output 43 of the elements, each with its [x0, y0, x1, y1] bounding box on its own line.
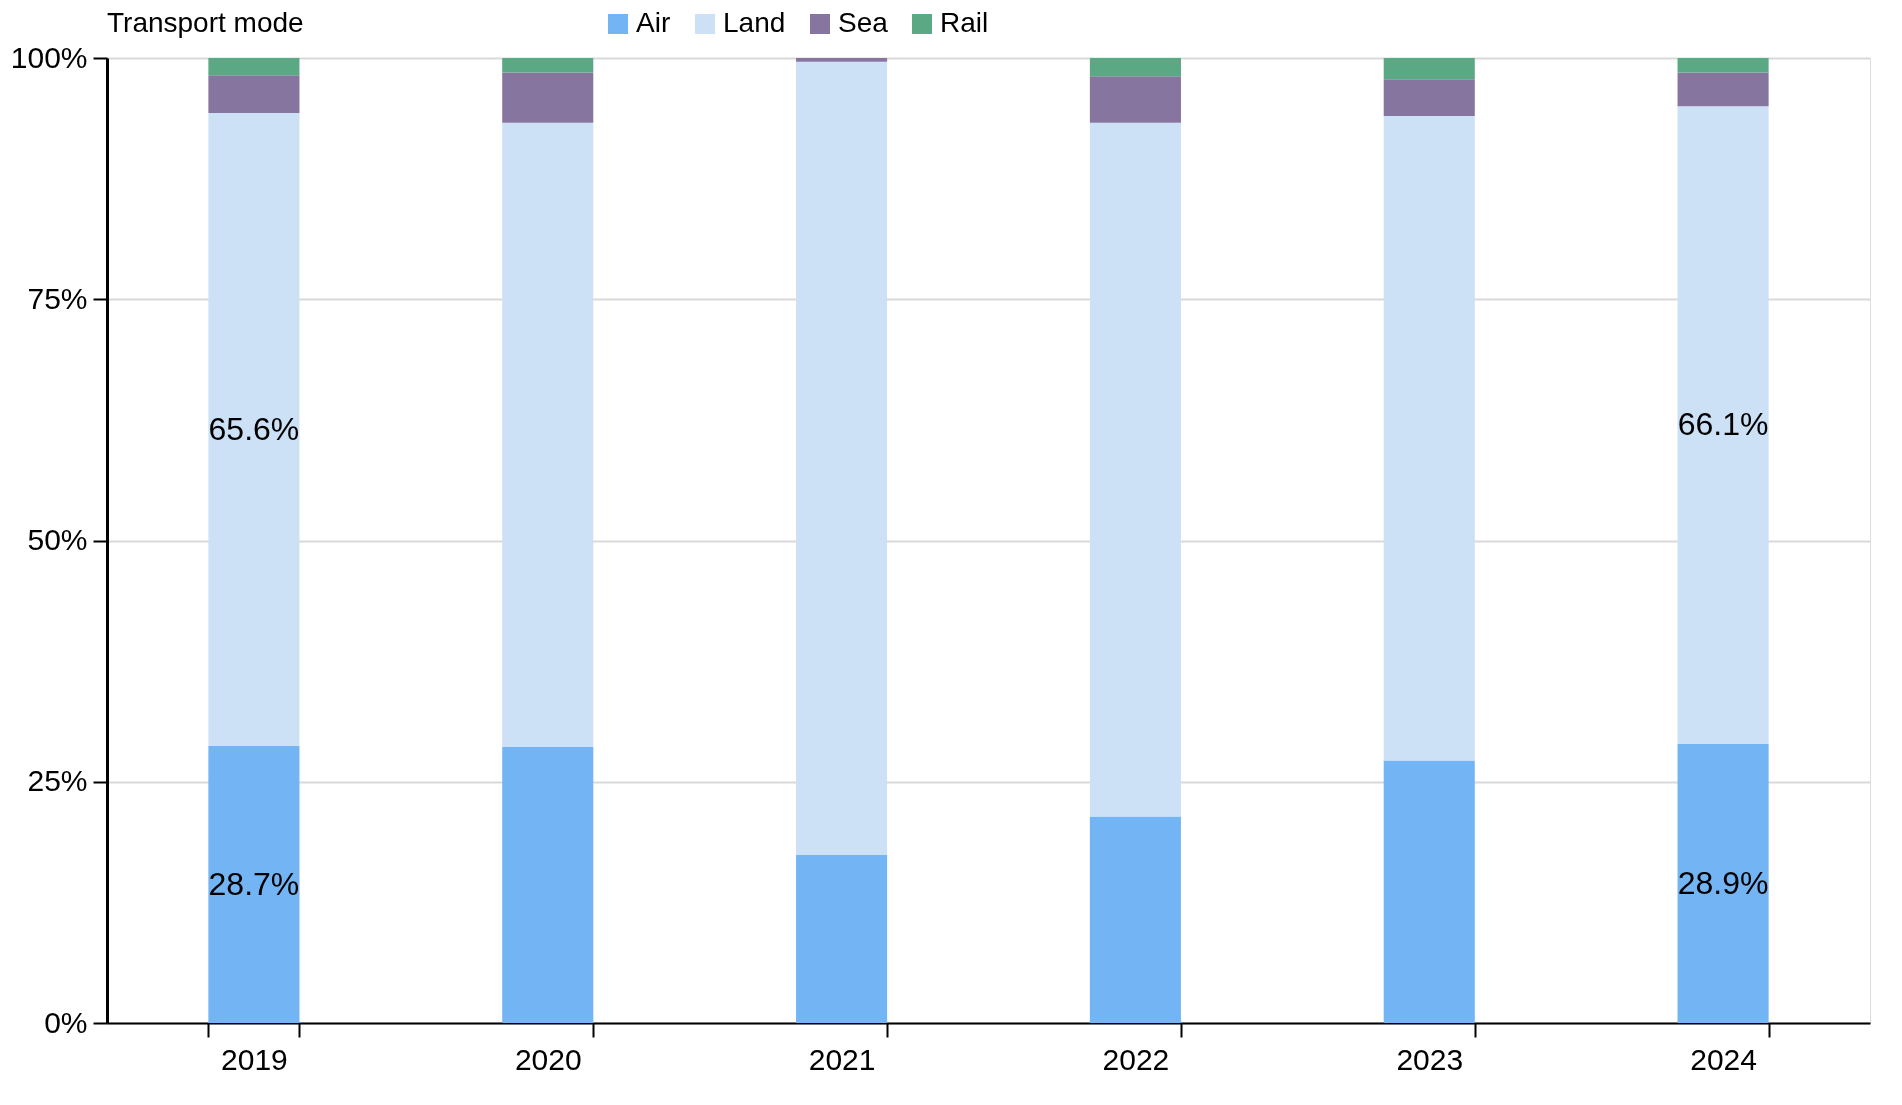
data-label: 65.6% [208, 410, 300, 447]
data-label: 66.1% [1677, 406, 1769, 443]
data-label: 28.9% [1677, 864, 1769, 901]
bar [208, 746, 300, 1023]
x-tick-label: 2021 [808, 1042, 876, 1076]
bar [502, 122, 594, 748]
legend-title: Transport mode [107, 7, 304, 38]
bar [502, 58, 594, 73]
x-tick-label: 2019 [221, 1042, 288, 1076]
bar [1383, 115, 1475, 761]
bar [1089, 58, 1181, 77]
data-label: 28.7% [208, 865, 300, 902]
bar [208, 58, 300, 76]
bar [796, 61, 888, 856]
y-tick-label: 100% [10, 40, 88, 74]
x-tick-label: 2022 [1102, 1042, 1170, 1076]
bar [502, 72, 594, 123]
bar [1089, 122, 1181, 817]
bar [1383, 79, 1475, 116]
bar [1677, 106, 1769, 745]
x-tick-label: 2023 [1396, 1042, 1464, 1076]
bar [502, 747, 594, 1023]
bar [1383, 58, 1475, 80]
y-tick-label: 75% [27, 281, 88, 315]
bar [796, 58, 888, 62]
x-tick-label: 2020 [514, 1042, 582, 1076]
bar [1383, 760, 1475, 1023]
legend-label: Sea [838, 7, 889, 38]
bar [796, 855, 888, 1023]
bar [1089, 76, 1181, 123]
legend-label: Rail [940, 7, 989, 38]
y-tick-label: 0% [44, 1005, 88, 1039]
bar [1677, 72, 1769, 107]
legend-label: Land [723, 7, 786, 38]
bar [208, 113, 300, 747]
legend-label: Air [636, 7, 671, 38]
bar [1089, 816, 1181, 1023]
bar [208, 75, 300, 114]
x-tick-label: 2024 [1690, 1042, 1757, 1076]
bar [1677, 744, 1769, 1023]
y-tick-label: 25% [27, 764, 88, 798]
y-tick-label: 50% [27, 523, 88, 556]
bar [1677, 58, 1769, 73]
